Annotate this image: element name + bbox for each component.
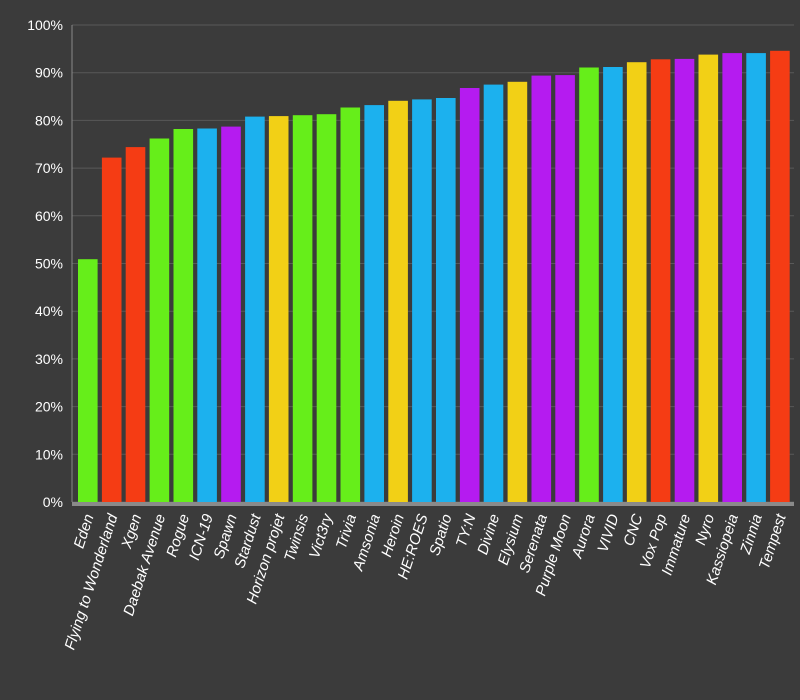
y-tick-label: 80% (35, 112, 63, 128)
y-tick-label: 30% (35, 351, 63, 367)
y-tick-label: 20% (35, 399, 63, 415)
x-tick-label: Nyro (692, 512, 718, 547)
y-tick-label: 40% (35, 303, 63, 319)
x-tick-label: CNC (620, 512, 646, 548)
bar (388, 100, 408, 503)
bar (436, 98, 456, 502)
bar (507, 81, 528, 503)
x-axis (71, 25, 794, 506)
bar (101, 157, 122, 502)
bar (78, 259, 98, 502)
x-tick-label: TY:N (453, 512, 480, 549)
bar (364, 105, 384, 502)
bar (770, 50, 790, 503)
bar (412, 99, 432, 503)
y-tick-label: 100% (27, 17, 63, 33)
bar (459, 88, 480, 502)
bar (531, 75, 552, 502)
y-tick-label: 0% (43, 494, 63, 510)
bar (603, 67, 623, 502)
bar (125, 147, 146, 502)
x-tick-label: Eden (71, 512, 98, 551)
bar (650, 59, 671, 503)
bar (340, 107, 361, 502)
bar (149, 138, 170, 502)
y-tick-label: 10% (35, 446, 63, 462)
bar (173, 129, 194, 502)
bar (292, 115, 313, 502)
bar (746, 53, 766, 502)
bar (316, 114, 337, 502)
x-axis-line (72, 502, 794, 506)
x-tick-label: VIVID (594, 512, 622, 555)
bar (579, 67, 599, 502)
bar (698, 54, 719, 502)
bar (268, 116, 289, 502)
bar (555, 75, 575, 502)
bar (221, 126, 241, 502)
bar (722, 53, 742, 502)
bars (78, 50, 790, 503)
y-tick-label: 70% (35, 160, 63, 176)
y-tick-label: 50% (35, 256, 63, 272)
bar (483, 84, 504, 502)
bar (674, 58, 695, 503)
bar (197, 128, 217, 502)
y-axis-tick-labels: 0% 10% 20% 30% 40% 50% 60% 70% 80% 90% 100% (27, 17, 63, 510)
y-tick-label: 60% (35, 208, 63, 224)
bar (626, 62, 647, 502)
bar (245, 116, 265, 502)
y-tick-label: 90% (35, 65, 63, 81)
